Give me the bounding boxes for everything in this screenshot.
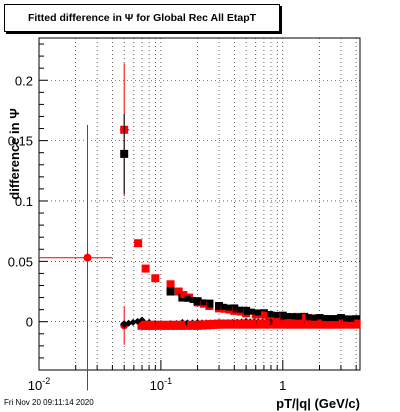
- data-point: [184, 295, 191, 302]
- data-point: [146, 320, 156, 330]
- data-point: [254, 309, 261, 316]
- data-point: [306, 314, 313, 321]
- data-point: [180, 291, 188, 299]
- data-point: [321, 315, 328, 322]
- data-point: [151, 274, 160, 283]
- data-point: [166, 280, 175, 289]
- plot-frame: [38, 37, 361, 371]
- tick-labels: 0 0.05 0.1 0.15 0.2 10-2 10-1 1: [8, 73, 287, 393]
- data-point: [200, 299, 207, 306]
- data-point: [210, 319, 220, 329]
- data-point: [351, 319, 361, 329]
- data-point: [246, 319, 256, 329]
- data-point: [174, 287, 183, 296]
- y-tick-label: 0.2: [15, 73, 33, 88]
- y-tick-label: 0: [26, 315, 33, 330]
- data-point: [261, 319, 271, 329]
- data-point: [205, 299, 214, 308]
- y-tick-label: 0.05: [8, 254, 33, 269]
- data-point: [134, 317, 142, 325]
- axis-ticks: [38, 43, 357, 370]
- data-point: [278, 311, 287, 320]
- data-point: [346, 319, 356, 329]
- data-point: [187, 320, 197, 330]
- data-point: [160, 320, 170, 330]
- data-point: [309, 319, 319, 329]
- data-point: [221, 303, 228, 310]
- data-point: [125, 319, 133, 327]
- data-point: [273, 311, 280, 318]
- data-point: [298, 313, 306, 321]
- data-point: [332, 319, 342, 329]
- data-point: [327, 315, 334, 322]
- data-point: [166, 320, 176, 330]
- data-point: [341, 319, 351, 329]
- data-point: [193, 297, 202, 306]
- x-axis-label: pT/|q| (GeV/c): [276, 396, 360, 411]
- y-tick-label: 0.1: [15, 194, 33, 209]
- chart-title: Fitted difference in Ψ for Global Rec Al…: [4, 4, 280, 32]
- data-point: [189, 296, 196, 303]
- data-point: [343, 315, 350, 322]
- data-point: [290, 313, 297, 320]
- data-point: [272, 319, 282, 329]
- data-point: [129, 318, 137, 326]
- x-tick-label: 1: [279, 378, 286, 393]
- data-point: [215, 302, 224, 311]
- data-point: [237, 306, 244, 313]
- data-point: [120, 149, 129, 158]
- data-point: [285, 312, 292, 319]
- data-point: [226, 304, 233, 311]
- data-point: [224, 319, 234, 329]
- data-point: [219, 319, 229, 329]
- data-marks: [39, 63, 361, 391]
- data-point: [176, 320, 186, 330]
- data-point: [171, 320, 181, 330]
- data-point: [295, 319, 305, 329]
- y-axis-label: difference in Ψ: [7, 108, 22, 199]
- data-point: [256, 319, 266, 329]
- data-point: [134, 239, 143, 248]
- data-point: [332, 315, 339, 322]
- data-point: [304, 319, 314, 329]
- x-tick-label: 10-1: [150, 376, 172, 393]
- data-point: [348, 315, 355, 322]
- x-tick-label: 10-2: [28, 376, 50, 393]
- data-point: [155, 320, 165, 330]
- data-point: [336, 314, 345, 323]
- data-point: [262, 311, 270, 319]
- data-point: [242, 306, 251, 315]
- data-point: [83, 253, 92, 262]
- data-point: [267, 311, 274, 318]
- data-point: [141, 264, 150, 273]
- data-point: [295, 313, 302, 320]
- y-tick-label: 0.15: [8, 134, 33, 149]
- data-point: [230, 304, 239, 313]
- data-point: [120, 320, 129, 329]
- data-point: [311, 314, 318, 321]
- data-point: [181, 320, 191, 330]
- data-point: [166, 287, 175, 296]
- timestamp: Fri Nov 20 09:11:14 2020: [4, 398, 94, 407]
- data-point: [249, 308, 256, 315]
